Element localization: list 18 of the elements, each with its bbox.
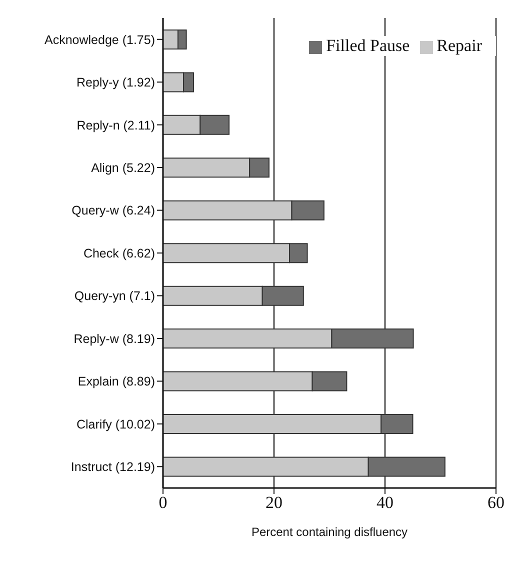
y-tick-label: Instruct (12.19) [70, 460, 155, 474]
y-tick-label: Clarify (10.02) [76, 417, 155, 432]
y-tick-label: Reply-w (8.19) [74, 332, 155, 346]
x-tick-label: 0 [158, 493, 168, 512]
y-tick-label: Reply-n (2.11) [76, 118, 155, 132]
legend-label: Repair [436, 36, 482, 55]
y-tick-label: Reply-y (1.92) [76, 76, 155, 90]
y-tick-label: Query-yn (7.1) [74, 289, 155, 304]
x-axis-title: Percent containing disfluency [251, 525, 408, 539]
y-tick-label: Check (6.62) [83, 246, 155, 260]
y-tick-label: Explain (8.89) [78, 374, 155, 389]
x-tick-label: 40 [376, 493, 394, 512]
x-tick-label: 60 [488, 493, 504, 512]
x-tick-label: 20 [266, 493, 282, 512]
legend-label: Filled Pause [326, 36, 410, 55]
y-tick-label: Query-w (6.24) [72, 204, 155, 218]
y-tick-label: Align (5.22) [91, 160, 155, 175]
y-tick-label: Acknowledge (1.75) [44, 32, 155, 47]
